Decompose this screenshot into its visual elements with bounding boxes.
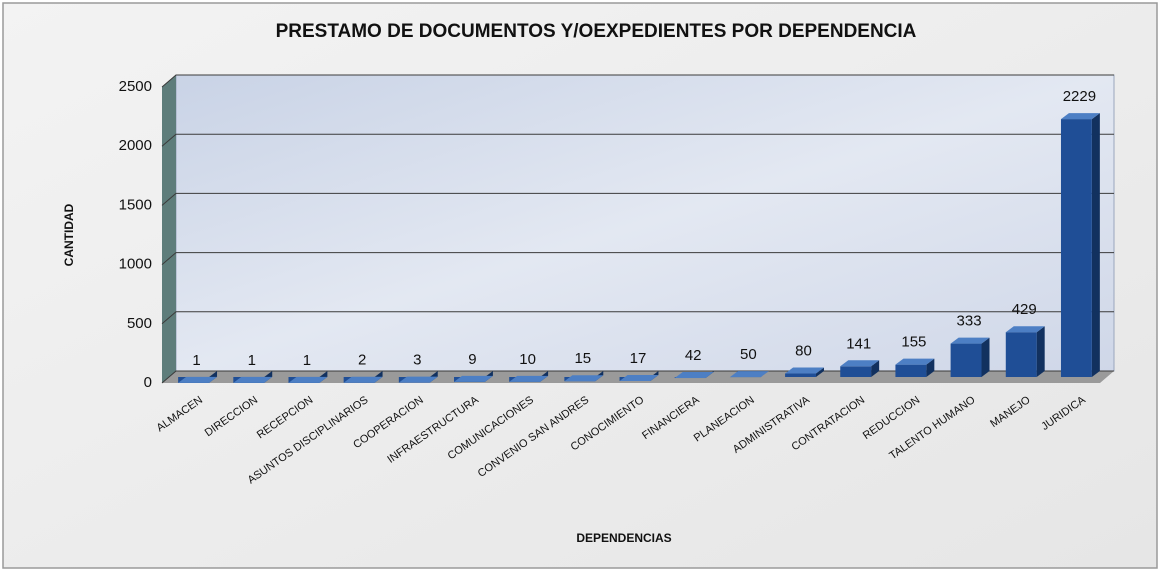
bar-front xyxy=(1006,332,1037,377)
side-wall xyxy=(162,75,176,383)
y-tick-label: 500 xyxy=(127,315,152,332)
data-label: 1 xyxy=(192,352,200,369)
bar-side xyxy=(982,338,990,377)
data-label: 2229 xyxy=(1063,88,1096,105)
y-axis-label: CANTIDAD xyxy=(62,203,76,266)
data-label: 50 xyxy=(740,346,757,363)
data-label: 80 xyxy=(795,342,812,359)
bar xyxy=(840,360,879,377)
bar xyxy=(895,359,934,377)
y-tick-label: 1000 xyxy=(119,256,152,273)
data-label: 1 xyxy=(303,352,311,369)
bar-front xyxy=(951,344,982,377)
y-tick-label: 2500 xyxy=(119,78,152,95)
data-label: 333 xyxy=(957,313,982,330)
data-label: 155 xyxy=(901,334,926,351)
bar-side xyxy=(1092,113,1100,377)
data-label: 17 xyxy=(630,350,647,367)
bar-front xyxy=(895,365,926,377)
data-label: 3 xyxy=(413,352,421,369)
data-label: 15 xyxy=(574,350,591,367)
bar-side xyxy=(1037,326,1045,377)
data-label: 429 xyxy=(1012,301,1037,318)
bar-front xyxy=(1061,119,1092,377)
y-tick-label: 1500 xyxy=(119,196,152,213)
bar xyxy=(1006,326,1045,377)
data-label: 42 xyxy=(685,347,702,364)
data-label: 2 xyxy=(358,352,366,369)
bar xyxy=(1061,113,1100,377)
bar-front xyxy=(840,366,871,377)
data-label: 1 xyxy=(248,352,256,369)
data-label: 141 xyxy=(846,335,871,352)
y-tick-label: 2000 xyxy=(119,137,152,154)
y-tick-label: 0 xyxy=(144,374,152,391)
bar-front xyxy=(785,374,816,377)
bar xyxy=(951,338,990,377)
chart-title: PRESTAMO DE DOCUMENTOS Y/OEXPEDIENTES PO… xyxy=(276,21,917,42)
data-label: 9 xyxy=(468,351,476,368)
data-label: 10 xyxy=(519,351,536,368)
x-axis-label: DEPENDENCIAS xyxy=(576,531,671,545)
